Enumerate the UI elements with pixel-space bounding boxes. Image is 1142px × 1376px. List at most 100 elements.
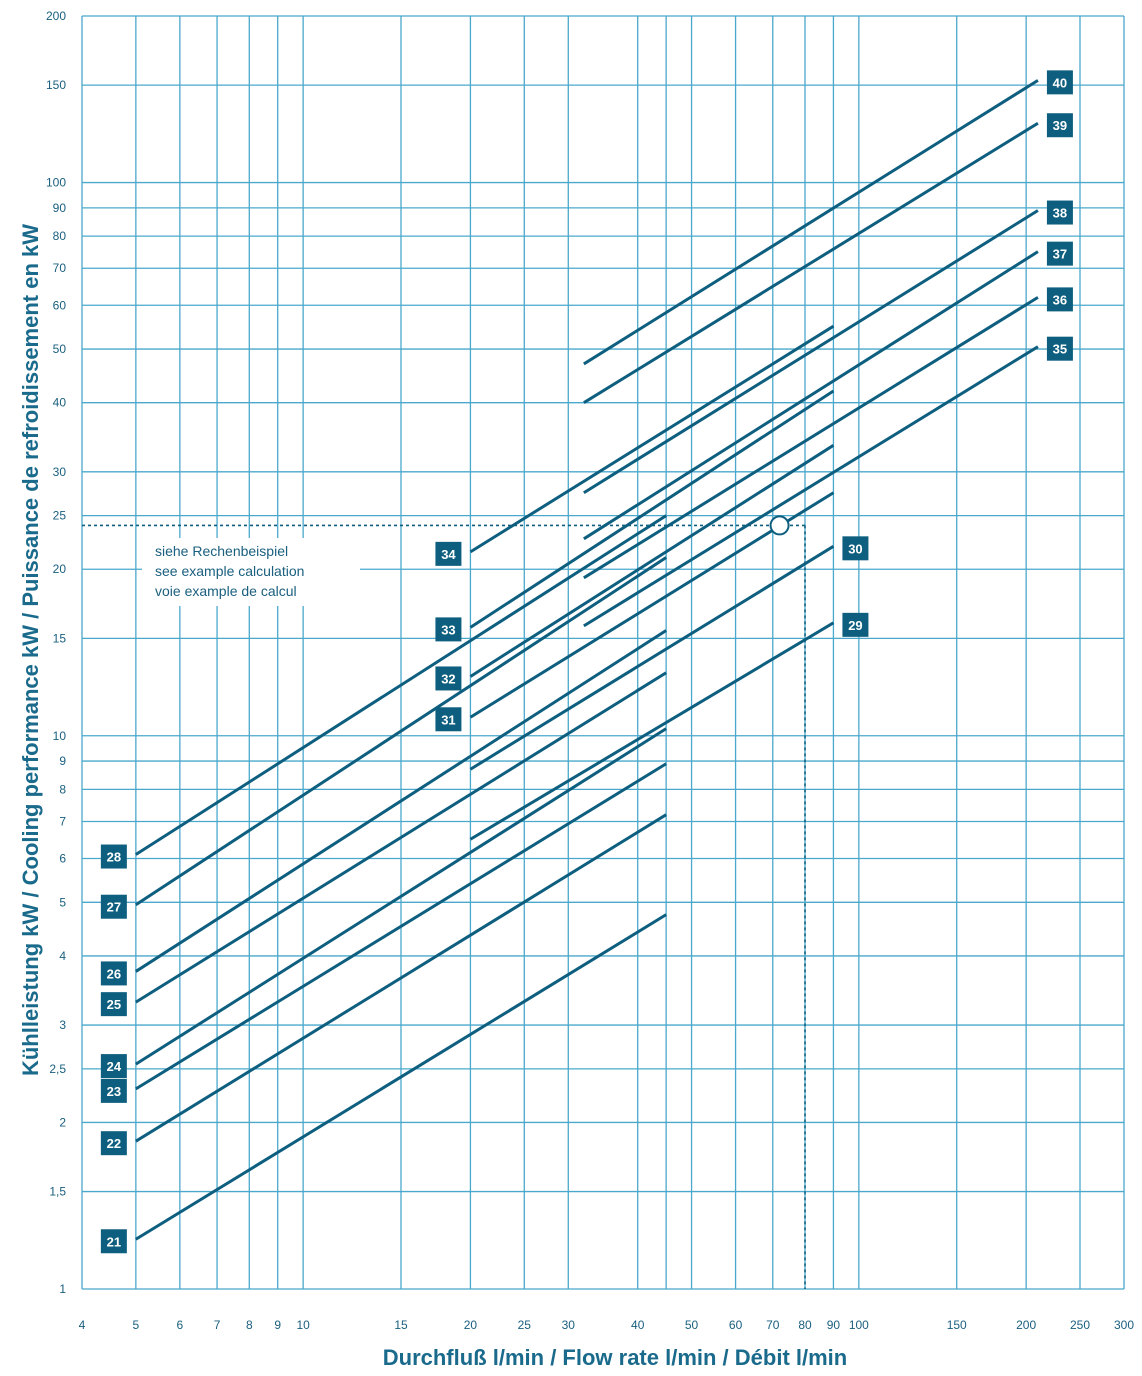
- y-tick-label: 5: [59, 895, 66, 909]
- x-tick-label: 200: [1016, 1318, 1036, 1332]
- series-line-21: [135, 913, 667, 1241]
- series-label-36: 36: [1053, 292, 1067, 307]
- series-label-badge: [100, 894, 127, 919]
- series-label-badge: [1046, 113, 1073, 138]
- y-tick-label: 90: [53, 201, 67, 215]
- annotation-line: siehe Rechenbeispiel: [155, 543, 288, 559]
- series-label-37: 37: [1053, 247, 1067, 262]
- example-point: [769, 515, 790, 536]
- series-label-badge: [100, 1078, 127, 1103]
- x-tick-label: 60: [729, 1318, 743, 1332]
- series-label-23: 23: [107, 1084, 121, 1099]
- series-labels: 21 22 23 24 25 26 27 28 29 30 31 32 33 34 35 36 37 38 39 40: [100, 70, 1073, 1254]
- series-line-34: [469, 324, 835, 554]
- annotation-background: [142, 538, 360, 606]
- x-tick-label: 9: [274, 1318, 281, 1332]
- series-label-badge: [1046, 336, 1073, 361]
- series-line-27: [135, 556, 667, 906]
- x-tick-label: 50: [685, 1318, 699, 1332]
- x-tick-label: 5: [133, 1318, 140, 1332]
- series-line-37: [583, 250, 1039, 541]
- series-line-24: [135, 727, 667, 1066]
- series-label-21: 21: [107, 1234, 121, 1249]
- series-label-badge: [100, 992, 127, 1017]
- series-lines: [135, 79, 1039, 1241]
- series-line-28: [135, 514, 667, 856]
- y-tick-label: 80: [53, 229, 67, 243]
- series-label-29: 29: [848, 618, 862, 633]
- annotation-line: voie example de calcul: [155, 583, 297, 599]
- x-axis-title: Durchfluß l/min / Flow rate l/min / Débi…: [383, 1345, 847, 1370]
- series-label-badge: [100, 1131, 127, 1156]
- series-label-badge: [100, 961, 127, 986]
- series-label-badge: [1046, 200, 1073, 225]
- y-tick-label: 30: [53, 465, 67, 479]
- series-line-33: [469, 389, 835, 629]
- series-label-badge: [435, 707, 462, 732]
- series-line-38: [583, 209, 1039, 494]
- x-tick-label: 20: [464, 1318, 478, 1332]
- tick-labels: 4 5 6 7 8 9 10 15 20 25 30 40 50 60 70 80 90 100 150 200 250…: [46, 9, 1134, 1332]
- x-tick-label: 100: [849, 1318, 869, 1332]
- series-label-26: 26: [107, 966, 121, 981]
- series-label-33: 33: [441, 622, 455, 637]
- series-line-32: [469, 444, 835, 678]
- series-label-badge: [842, 612, 869, 637]
- series-label-badge: [1046, 287, 1073, 312]
- series-label-32: 32: [441, 671, 455, 686]
- y-tick-label: 1,5: [49, 1185, 66, 1199]
- x-tick-label: 80: [798, 1318, 812, 1332]
- y-tick-label: 1: [59, 1282, 66, 1296]
- series-label-badge: [1046, 241, 1073, 266]
- series-label-24: 24: [107, 1059, 122, 1074]
- series-label-31: 31: [441, 712, 455, 727]
- y-tick-label: 9: [59, 754, 66, 768]
- y-tick-label: 40: [53, 396, 67, 410]
- y-tick-label: 8: [59, 782, 66, 796]
- series-line-22: [135, 813, 667, 1143]
- x-tick-label: 6: [177, 1318, 184, 1332]
- y-tick-label: 15: [53, 631, 67, 645]
- y-tick-label: 4: [59, 949, 66, 963]
- x-tick-label: 70: [766, 1318, 780, 1332]
- series-label-badge: [100, 844, 127, 869]
- series-label-badge: [435, 666, 462, 691]
- series-label-badge: [100, 1054, 127, 1079]
- series-label-30: 30: [848, 541, 862, 556]
- y-tick-label: 2: [59, 1115, 66, 1129]
- annotation-line: see example calculation: [155, 563, 304, 579]
- y-tick-label: 25: [53, 509, 67, 523]
- series-label-27: 27: [107, 900, 121, 915]
- x-tick-label: 30: [562, 1318, 576, 1332]
- series-line-23: [135, 762, 667, 1091]
- series-line-40: [583, 79, 1039, 366]
- x-tick-label: 25: [518, 1318, 532, 1332]
- series-label-34: 34: [441, 547, 456, 562]
- series-line-26: [135, 629, 667, 973]
- series-label-28: 28: [107, 850, 121, 865]
- series-line-35: [583, 345, 1039, 628]
- series-line-29: [469, 621, 835, 841]
- y-tick-label: 50: [53, 342, 67, 356]
- x-tick-label: 300: [1114, 1318, 1134, 1332]
- series-label-39: 39: [1053, 118, 1067, 133]
- series-line-25: [135, 671, 667, 1004]
- y-tick-label: 200: [46, 9, 66, 23]
- series-label-badge: [100, 1229, 127, 1254]
- grid: [81, 15, 1125, 1290]
- reference-lines: [82, 524, 806, 1289]
- x-tick-label: 40: [631, 1318, 645, 1332]
- y-tick-label: 70: [53, 261, 67, 275]
- series-line-30: [469, 545, 835, 771]
- y-tick-label: 150: [46, 78, 66, 92]
- series-label-22: 22: [107, 1136, 121, 1151]
- series-line-39: [583, 121, 1039, 404]
- series-label-25: 25: [107, 997, 121, 1012]
- y-tick-label: 3: [59, 1018, 66, 1032]
- y-tick-label: 6: [59, 852, 66, 866]
- x-tick-label: 10: [296, 1318, 310, 1332]
- series-label-badge: [842, 536, 869, 561]
- series-label-40: 40: [1053, 75, 1067, 90]
- x-tick-label: 7: [214, 1318, 221, 1332]
